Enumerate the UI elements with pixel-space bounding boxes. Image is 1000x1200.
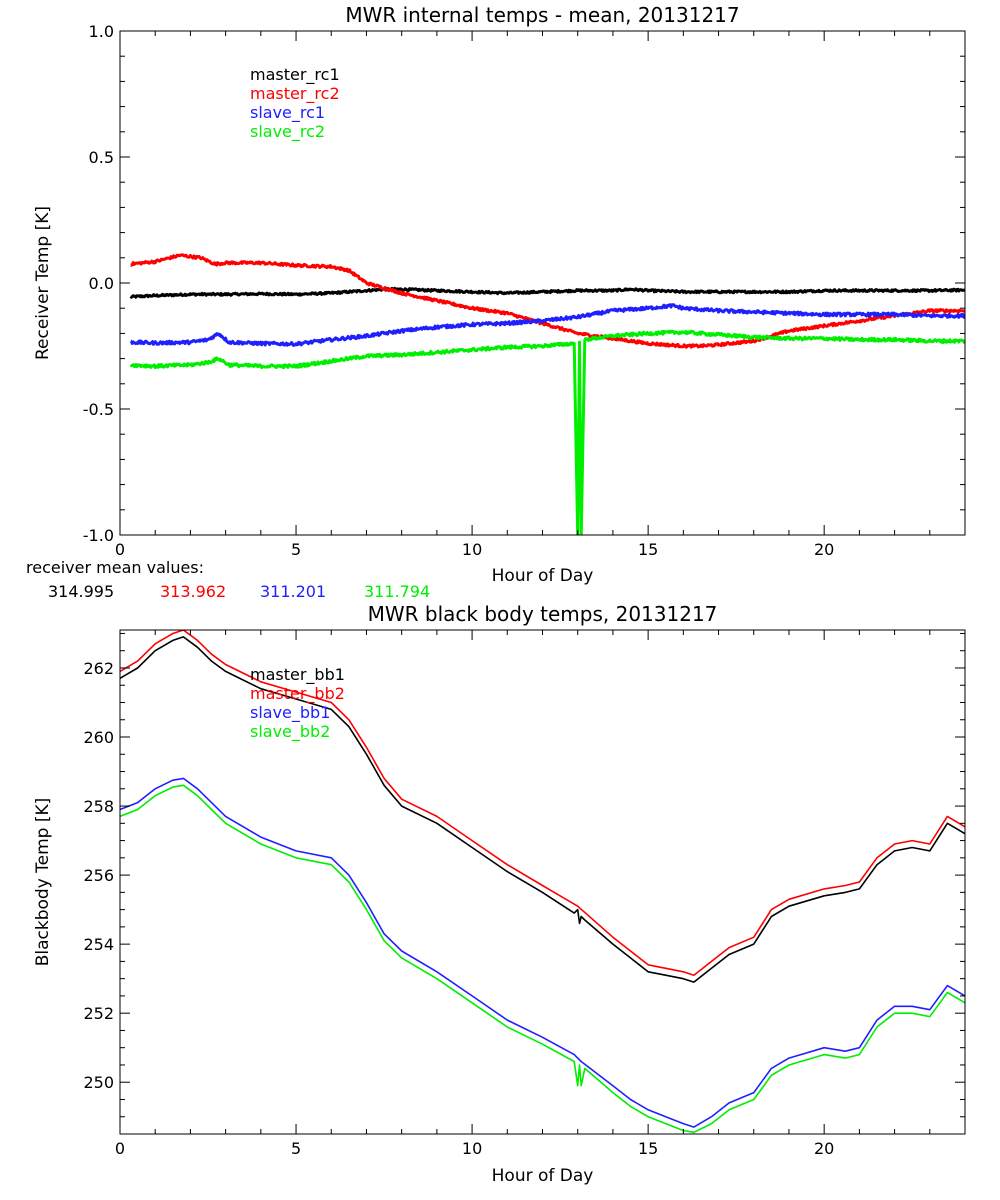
series-group — [120, 630, 965, 1134]
y-tick-label: 262 — [83, 659, 114, 678]
mean-value-slave_rc1: 311.201 — [260, 582, 326, 601]
legend-entry-master_bb2: master_bb2 — [250, 684, 345, 704]
legend-entry-master_bb1: master_bb1 — [250, 665, 345, 685]
legend-entry-slave_bb1: slave_bb1 — [250, 703, 330, 723]
y-tick-label: 0.5 — [89, 148, 114, 167]
y-tick-label: 258 — [83, 797, 114, 816]
y-tick-label: -1.0 — [83, 526, 114, 545]
x-axis-label: Hour of Day — [492, 1166, 594, 1186]
legend-entry-master_rc1: master_rc1 — [250, 65, 340, 85]
mean-values-label: receiver mean values: — [26, 558, 204, 577]
x-tick-label: 15 — [638, 540, 658, 559]
series-line-slave_bb2 — [120, 784, 965, 1134]
x-tick-label: 10 — [462, 540, 482, 559]
y-tick-label: 1.0 — [89, 22, 114, 41]
y-tick-label: 256 — [83, 866, 114, 885]
mean-value-slave_rc2: 311.794 — [364, 582, 430, 601]
x-tick-label: 5 — [291, 540, 301, 559]
legend-entry-slave_rc1: slave_rc1 — [250, 103, 325, 123]
series-line-master_rc2 — [129, 253, 965, 349]
series-line-master_bb1 — [120, 636, 965, 983]
y-tick-label: -0.5 — [83, 400, 114, 419]
y-tick-label: 250 — [83, 1073, 114, 1092]
x-tick-label: 5 — [291, 1139, 301, 1158]
plot-frame — [119, 30, 966, 536]
series-line-slave_rc2 — [129, 329, 965, 535]
mean-value-master_rc1: 314.995 — [48, 582, 114, 601]
chart-2: 0 5 10 15 20 250 252 254 256 258 260 262 MWR black b… — [33, 602, 966, 1186]
series-line-slave_bb1 — [120, 777, 965, 1128]
legend-entry-master_rc2: master_rc2 — [250, 84, 340, 104]
mean-value-master_rc2: 313.962 — [160, 582, 226, 601]
legend-entry-slave_bb2: slave_bb2 — [250, 722, 330, 742]
plot-frame — [119, 629, 966, 1135]
series-group — [129, 253, 965, 535]
x-axis-label: Hour of Day — [492, 566, 594, 586]
y-tick-label: 0.0 — [89, 274, 114, 293]
x-tick-label: 10 — [462, 1139, 482, 1158]
y-tick-label: 254 — [83, 935, 114, 954]
x-tick-label: 15 — [638, 1139, 658, 1158]
x-tick-label: 20 — [814, 1139, 834, 1158]
chart-title: MWR internal temps - mean, 20131217 — [345, 3, 739, 27]
y-tick-label: 252 — [83, 1004, 114, 1023]
x-tick-label: 20 — [814, 540, 834, 559]
y-axis-label: Receiver Temp [K] — [33, 206, 53, 360]
legend-entry-slave_rc2: slave_rc2 — [250, 122, 325, 142]
series-line-master_bb2 — [120, 630, 965, 977]
series-line-slave_rc1 — [129, 303, 965, 347]
y-axis-label: Blackbody Temp [K] — [33, 798, 53, 967]
y-tick-label: 260 — [83, 728, 114, 747]
chart-title: MWR black body temps, 20131217 — [368, 602, 718, 626]
chart-1: 0 5 10 15 20 -1.0 -0.5 0.0 0.5 1.0 MWR internal te… — [26, 3, 966, 601]
series-line-master_rc1 — [129, 286, 965, 299]
x-tick-label: 0 — [115, 1139, 125, 1158]
x-tick-label: 0 — [115, 540, 125, 559]
